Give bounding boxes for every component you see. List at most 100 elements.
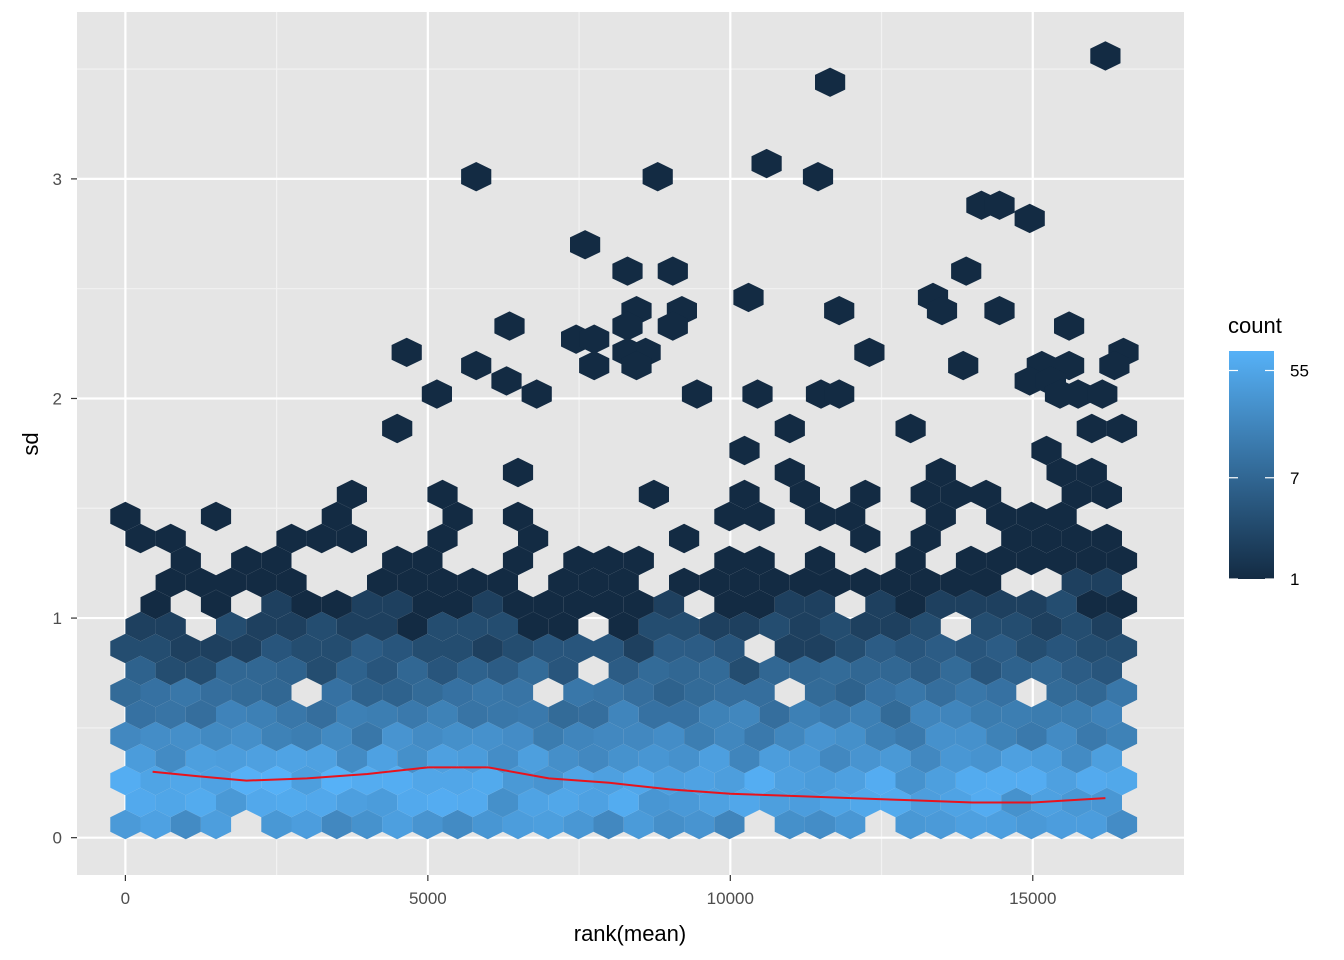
x-tick-label: 0 [121, 889, 130, 908]
hexbin-cell [1016, 765, 1047, 796]
hexbin-cell [657, 256, 688, 286]
hexbin-cell [910, 611, 941, 642]
hexbin-cell [684, 765, 715, 796]
hexbin-cell [684, 809, 715, 840]
hexbin-cell [1106, 809, 1138, 840]
hexbin-cell [231, 633, 262, 664]
x-tick-label: 15000 [1009, 889, 1056, 908]
hexbin-cell [125, 655, 156, 686]
hexbin-cell [1091, 611, 1122, 642]
hexbin-cell [1001, 655, 1032, 686]
hexbin-cell [774, 633, 805, 664]
hexbin-cell [472, 589, 503, 620]
hexbin-cell [1046, 721, 1077, 752]
hexbin-cell [1031, 435, 1062, 466]
hexbin-cell [1031, 743, 1062, 774]
hexbin-cell [895, 589, 926, 620]
hexbin-cell [155, 567, 186, 598]
hexbin-cell [472, 809, 503, 840]
hexbin-cell [1061, 699, 1092, 730]
hexbin-cell [910, 523, 941, 554]
hexbin-cell [397, 787, 428, 818]
x-axis: 0 5000 10000 15000 [121, 875, 1056, 908]
hexbin-cell [216, 787, 247, 818]
hexbin-cell [261, 809, 292, 840]
hexbin-cell [984, 296, 1015, 326]
hexbin-cell [336, 787, 367, 818]
hexbin-cell [125, 787, 156, 818]
hexbin-cell [955, 721, 987, 752]
hexbin-cell [548, 611, 579, 642]
hexbin-cell [865, 633, 896, 664]
hexbin-cell [1099, 350, 1130, 381]
hexbin-cell [714, 765, 745, 796]
hexbin-cell [638, 699, 669, 730]
hexbin-cell [1091, 787, 1122, 818]
y-tick-label: 0 [53, 829, 62, 848]
hexbin-cell [850, 523, 881, 554]
hexbin-cell [910, 479, 941, 510]
hexbin-cell [321, 721, 352, 752]
hexbin-cell [714, 633, 745, 664]
hexbin-cell [804, 633, 836, 664]
hexbin-cell [1016, 809, 1047, 840]
hexbin-cell [940, 567, 971, 598]
hexbin-cell [789, 655, 820, 686]
hexbin-cell [744, 501, 775, 532]
hexbin-cell [733, 282, 764, 313]
hexbin-cell [835, 501, 866, 532]
hexbin-cell [895, 633, 926, 664]
hexbin-cell [1061, 479, 1092, 510]
hexbin-cell [231, 721, 262, 752]
hexbin-cell [351, 677, 383, 708]
hexbin-cell [1016, 545, 1047, 576]
hexbin-cell [578, 567, 609, 598]
hexbin-cell [200, 809, 232, 840]
hexbin-cell [986, 545, 1017, 576]
hexbin-cell [578, 787, 609, 818]
hexbin-cell [955, 589, 987, 620]
hexbin-cell [623, 589, 654, 620]
hexbin-cell [110, 677, 141, 708]
hexbin-cell [155, 655, 186, 686]
hexbin-cell [246, 699, 277, 730]
hexbin-cell [548, 699, 579, 730]
hexbin-cell [125, 743, 156, 774]
hexbin-cell [638, 611, 669, 642]
hexbin-cell [1061, 655, 1092, 686]
hexbin-cell [642, 162, 673, 192]
hexbin-cell [820, 787, 851, 818]
hexbin-cell [593, 589, 624, 620]
hexbin-cell [835, 809, 866, 840]
hexbin-cell [1076, 457, 1107, 488]
hexbin-cell [621, 350, 652, 381]
hexbin-cell [533, 721, 564, 752]
hexbin-cell [1061, 567, 1092, 598]
hexbin-cell [367, 699, 398, 730]
hexbin-cell [306, 743, 337, 774]
hexbin-cell [548, 743, 579, 774]
hexbin-cell [397, 743, 428, 774]
hexbin-cell [1016, 721, 1047, 752]
hexbin-cell [1061, 523, 1092, 554]
hexbin-cell [910, 567, 941, 598]
hexbin-cell [593, 545, 624, 576]
hexbin-cell [442, 633, 473, 664]
hexbin-cell [487, 699, 518, 730]
hexbin-cell [427, 479, 458, 510]
hexbin-cell [336, 523, 367, 554]
hexbin-cell [804, 501, 836, 532]
hexbin-cell [986, 633, 1017, 664]
hexbin-cell [804, 545, 836, 576]
hexbin-cell [155, 699, 186, 730]
hexbin-cell [457, 787, 488, 818]
hexbin-cell [261, 633, 292, 664]
hexbin-cell [1016, 633, 1047, 664]
hexbin-cell [1046, 457, 1077, 488]
legend-break-label: 55 [1290, 361, 1309, 380]
hexbin-cell [684, 721, 715, 752]
hexbin-cell [110, 501, 141, 532]
hexbin-cell [231, 545, 262, 576]
hexbin-cell [1076, 413, 1107, 444]
hexbin-cell [291, 765, 322, 796]
